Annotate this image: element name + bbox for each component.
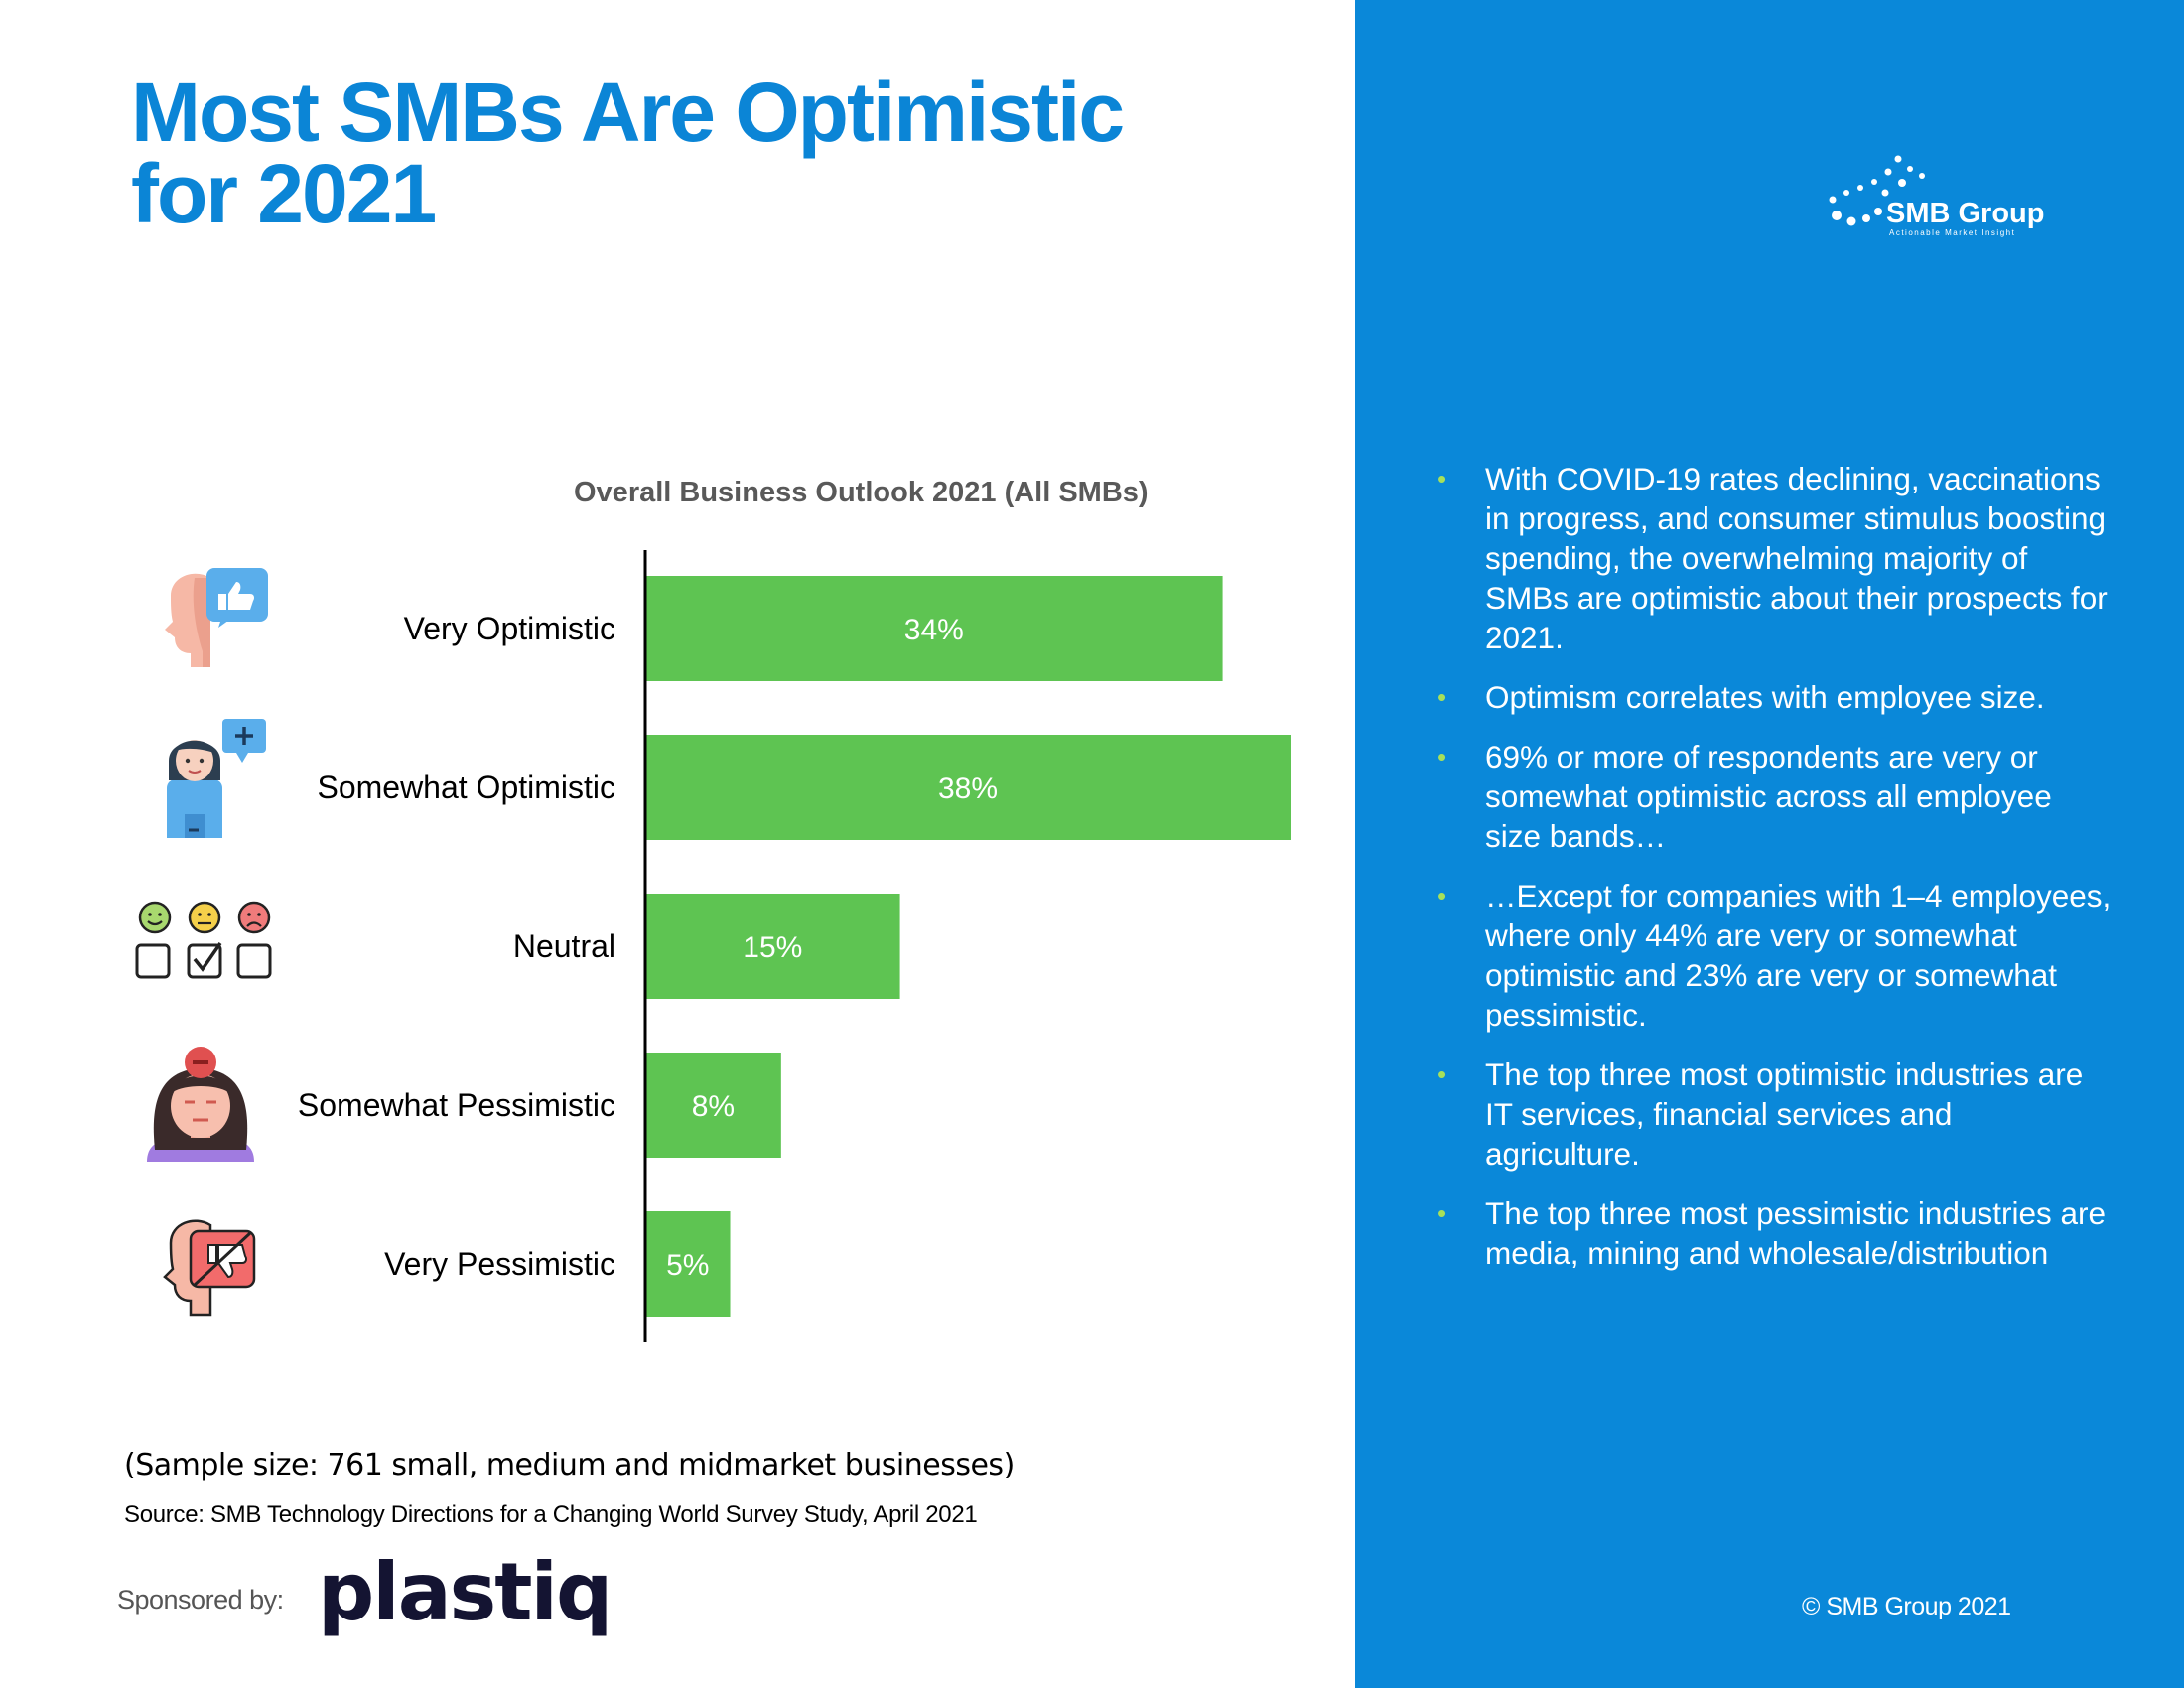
data-label: 15% (743, 931, 802, 964)
data-label: 38% (938, 773, 998, 805)
insight-item: • The top three most optimistic industrie… (1437, 1055, 2113, 1174)
chart-title: Overall Business Outlook 2021 (All SMBs) (574, 477, 1149, 508)
sponsored-by-label: Sponsored by: (117, 1585, 284, 1615)
bar-very-optimistic (645, 576, 1223, 681)
data-label: 8% (692, 1090, 735, 1123)
insight-item: • …Except for companies with 1–4 employee… (1437, 876, 2113, 1035)
thumbs-down-head-icon (163, 1219, 256, 1317)
category-label: Very Optimistic (404, 611, 615, 646)
outlook-bar-chart: Very Optimistic Somewhat Optimistic Neutra… (135, 550, 1291, 1342)
category-label: Very Pessimistic (384, 1246, 615, 1282)
insight-text: The top three most pessimistic industrie… (1485, 1196, 2107, 1271)
data-label: 34% (904, 614, 964, 646)
sample-size-note: (Sample size: 761 small, medium and midm… (124, 1448, 1015, 1482)
data-label: 5% (666, 1249, 709, 1282)
category-label: Neutral (513, 928, 615, 964)
slide-title: Most SMBs Are Optimistic for 2021 (131, 66, 1273, 240)
bar-somewhat-pessimistic (645, 1053, 781, 1158)
insight-text: With COVID-19 rates declining, vaccinati… (1485, 461, 2108, 655)
copyright: © SMB Group 2021 (1802, 1593, 2011, 1620)
category-label: Somewhat Pessimistic (298, 1087, 615, 1123)
worried-woman-icon (147, 1047, 254, 1162)
insight-item: • With COVID-19 rates declining, vaccinat… (1437, 459, 2113, 657)
insights-panel (1355, 0, 2184, 1688)
insight-item: • Optimism correlates with employee size. (1437, 677, 2113, 717)
slide-title-line-1: Most SMBs Are Optimistic (131, 66, 1125, 159)
bullet-marker: • (1437, 1198, 1447, 1228)
insight-text: Optimism correlates with employee size. (1485, 679, 2045, 715)
bar-very-pessimistic (645, 1211, 731, 1317)
insight-item: • 69% or more of respondents are very or … (1437, 737, 2113, 856)
insight-list: • With COVID-19 rates declining, vaccinat… (1437, 459, 2113, 1293)
insight-item: • The top three most pessimistic industri… (1437, 1194, 2113, 1273)
bar-neutral (645, 894, 900, 999)
logo-tagline: Actionable Market Insight (1889, 228, 2016, 237)
smb-group-logo (1829, 155, 1925, 226)
emoji-checklist-icon (135, 901, 272, 979)
insight-text: 69% or more of respondents are very or s… (1485, 739, 2052, 854)
slide-title-line-2: for 2021 (131, 147, 437, 240)
bullet-marker: • (1437, 682, 1447, 712)
source-note: Source: SMB Technology Directions for a … (124, 1501, 978, 1528)
category-label: Somewhat Optimistic (317, 770, 615, 805)
insight-text: …Except for companies with 1–4 employees… (1485, 878, 2112, 1033)
thumbs-up-head-icon (165, 568, 268, 667)
bullet-marker: • (1437, 464, 1447, 493)
bullet-marker: • (1437, 881, 1447, 911)
bullet-marker: • (1437, 1059, 1447, 1089)
bar-somewhat-optimistic (645, 735, 1291, 840)
insight-text: The top three most optimistic industries… (1485, 1056, 2084, 1172)
logo-name: SMB Group (1886, 198, 2045, 229)
sponsor-logo: plastiq (318, 1546, 613, 1638)
woman-feedback-icon (167, 719, 266, 838)
bullet-marker: • (1437, 742, 1447, 772)
